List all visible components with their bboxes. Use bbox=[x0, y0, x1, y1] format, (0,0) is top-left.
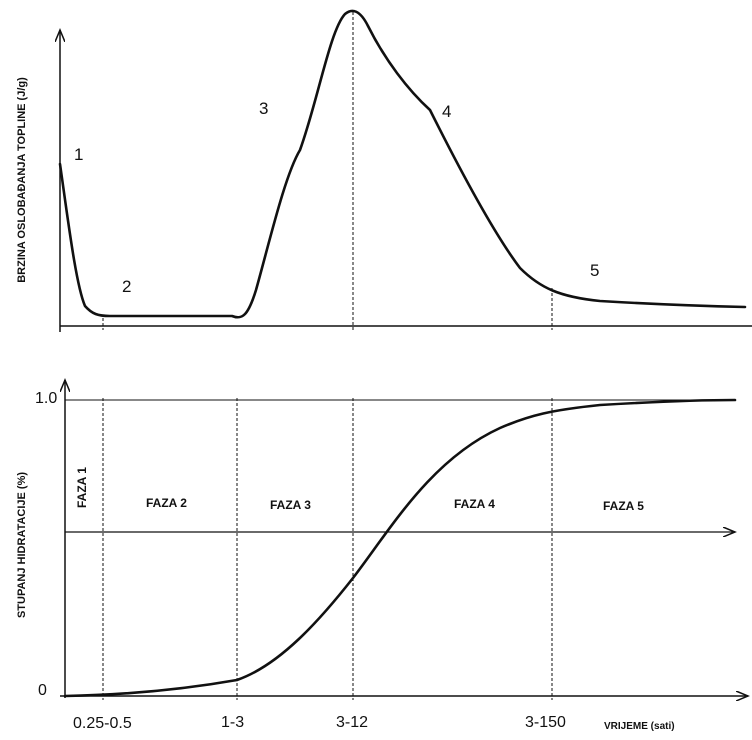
phase-label-4: FAZA 4 bbox=[454, 497, 495, 511]
stage-label-4: 4 bbox=[442, 102, 451, 121]
phase-label-5: FAZA 5 bbox=[603, 499, 644, 513]
stage-label-5: 5 bbox=[590, 261, 599, 280]
x-tick-label-4: 3-150 bbox=[525, 714, 566, 731]
stage-label-3: 3 bbox=[259, 99, 268, 118]
x-tick-label-2: 1-3 bbox=[221, 714, 244, 731]
y-tick-zero: 0 bbox=[38, 682, 47, 699]
phase-label-3: FAZA 3 bbox=[270, 498, 311, 512]
y-tick-max: 1.0 bbox=[35, 390, 57, 407]
stage-label-2: 2 bbox=[122, 277, 131, 296]
bottom-y-axis-label: STUPANJ HIDRATACIJE (%) bbox=[16, 472, 28, 618]
heat-release-curve bbox=[58, 9, 747, 319]
heat-release-panel: BRZINA OSLOBAĐANJA TOPLINE (J/g) 1 2 3 4… bbox=[16, 9, 752, 332]
x-axis-label: VRIJEME (sati) bbox=[604, 721, 675, 732]
x-tick-label-1: 0.25-0.5 bbox=[73, 715, 132, 732]
hydration-degree-panel: STUPANJ HIDRATACIJE (%) 1.0 0 FAZA 1 FAZ… bbox=[16, 380, 748, 732]
phase-label-1: FAZA 1 bbox=[75, 467, 89, 508]
top-y-axis-label: BRZINA OSLOBAĐANJA TOPLINE (J/g) bbox=[16, 77, 28, 283]
phase-label-2: FAZA 2 bbox=[146, 496, 187, 510]
hydration-curve bbox=[63, 398, 737, 698]
x-tick-label-3: 3-12 bbox=[336, 714, 368, 731]
stage-label-1: 1 bbox=[74, 145, 83, 164]
